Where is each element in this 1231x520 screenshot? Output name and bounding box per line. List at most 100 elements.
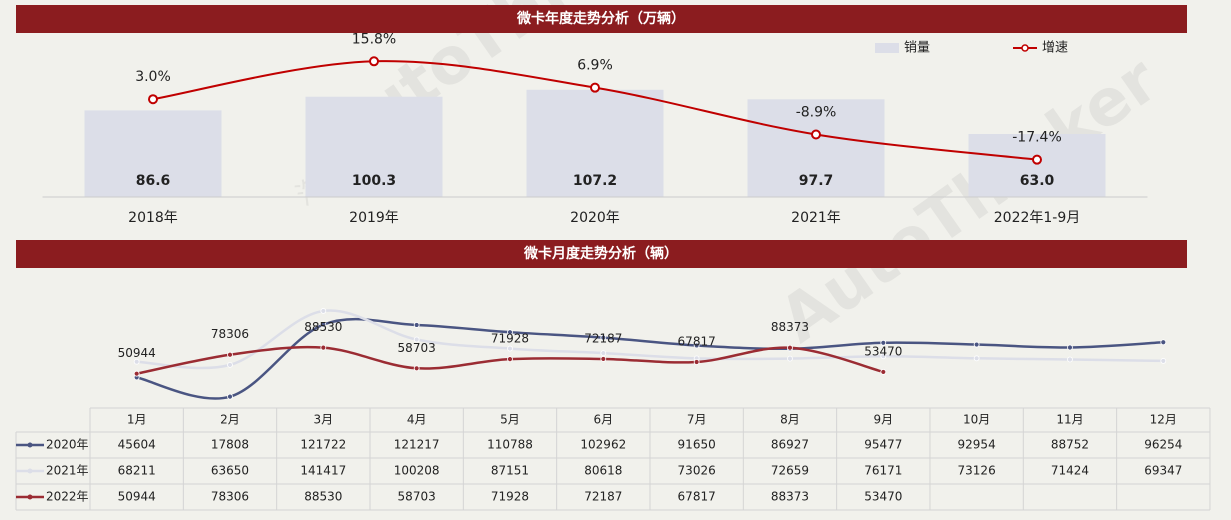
series-point [973,341,980,348]
table-cell: 87151 [491,464,529,478]
series-point [693,359,700,365]
title-bar [16,240,1187,268]
table-header: 6月 [593,413,613,427]
table-cell: 80618 [584,464,622,478]
bar [526,89,664,197]
bar [747,99,885,197]
x-tick-label: 2019年 [349,210,399,226]
legend-swatch [27,494,33,500]
table-cell: 86927 [771,438,809,452]
data-label: 86.6 [136,173,171,189]
table-cell: 71928 [491,490,529,504]
x-tick-label: 2020年 [570,210,620,226]
table-cell: 63650 [211,464,249,478]
data-label: 15.8% [352,31,396,47]
growth-point [1032,154,1042,165]
series-line [136,317,1164,400]
series-point [320,308,327,314]
legend-swatch [27,442,33,448]
data-label: 3.0% [135,69,171,85]
series-point [1067,344,1073,351]
series-point [600,350,607,357]
series-point [227,393,233,400]
table-header: 2月 [220,413,240,427]
table-cell: 141417 [300,464,346,478]
series-point [320,344,327,351]
series-point [600,334,607,341]
table-cell: 100208 [394,464,440,478]
table-cell: 91650 [678,438,716,452]
watermark: AutoThinker [767,43,1172,357]
table-cell: 17808 [211,438,249,452]
x-tick-label: 2021年 [791,210,841,226]
data-label: -17.4% [1012,130,1062,146]
table-header: 9月 [873,413,893,427]
table-cell: 110788 [487,438,533,452]
x-tick-label: 2022年1-9月 [994,210,1081,226]
series-point [133,370,140,377]
series-point [507,356,513,363]
table-header: 7月 [687,413,707,427]
data-label: 67817 [678,334,716,348]
series-point [320,321,327,328]
legend-swatch [1021,44,1029,52]
table-cell: 121722 [300,438,346,452]
data-label: 100.3 [352,173,396,189]
legend-swatch [875,43,899,53]
series-point [600,356,607,362]
legend-label: 2020年 [46,438,89,452]
growth-point [811,129,821,140]
data-label: 53470 [864,344,902,358]
growth-point [148,94,158,105]
series-point [227,351,233,358]
series-point [1160,358,1167,364]
table-cell: 78306 [211,490,249,504]
data-label: 107.2 [573,173,617,189]
data-label: 88373 [771,320,809,334]
bar [968,134,1106,197]
table-cell: 88373 [771,490,809,504]
growth-point [369,56,379,67]
table-cell: 102962 [580,438,626,452]
series-point [1067,356,1073,363]
table-cell: 58703 [398,490,436,504]
series-point [507,345,513,352]
series-point [227,361,233,368]
table-cell: 72659 [771,464,809,478]
legend-label: 增速 [1042,41,1068,56]
legend-label: 销量 [904,41,930,56]
series-point [880,353,887,360]
series-point [1160,339,1167,346]
table-cell: 73026 [678,464,716,478]
series-point [787,344,793,351]
table-cell: 96254 [1144,438,1182,452]
series-point [413,336,420,343]
data-label: 78306 [211,327,249,341]
series-point [973,355,980,362]
table-cell: 68211 [118,464,156,478]
table-cell: 72187 [584,490,622,504]
data-label: -8.9% [796,104,837,120]
table-cell: 69347 [1144,464,1182,478]
table-header: 5月 [500,413,520,427]
chart-title: 微卡年度走势分析（万辆） [516,10,685,27]
bar [84,110,222,197]
growth-point [590,82,600,93]
series-point [787,355,793,362]
table-cell: 121217 [394,438,440,452]
data-label: 63.0 [1020,173,1055,189]
series-point [507,329,513,336]
bar [305,96,443,197]
table-cell: 50944 [118,490,156,504]
data-label: 58703 [398,341,436,355]
data-label: 88530 [304,320,342,334]
data-label: 72187 [584,331,622,345]
table-header: 10月 [963,413,990,427]
table-header: 11月 [1056,413,1083,427]
table-header: 12月 [1150,413,1177,427]
series-point [133,358,140,365]
series-point [693,342,700,349]
chart-title: 微卡月度走势分析（辆） [523,245,678,262]
data-label: 97.7 [799,173,834,189]
table-cell: 88752 [1051,438,1089,452]
